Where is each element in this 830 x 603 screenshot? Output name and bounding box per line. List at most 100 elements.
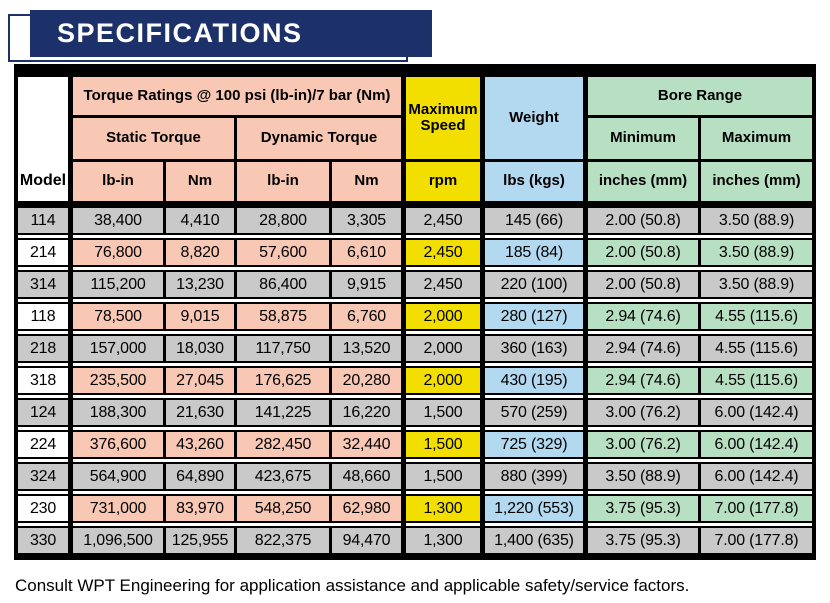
- cell-dynamic_lbin: 86,400: [234, 270, 329, 299]
- cell-static_lbin: 564,900: [68, 462, 163, 491]
- cell-model: 224: [18, 430, 68, 459]
- cell-bore_min: 2.94 (74.6): [583, 302, 698, 331]
- cell-static_nm: 13,230: [163, 270, 234, 299]
- cell-dynamic_nm: 6,610: [329, 238, 401, 267]
- cell-dynamic_nm: 3,305: [329, 206, 401, 235]
- header-dynamic-nm-unit: Nm: [329, 159, 401, 201]
- cell-dynamic_nm: 62,980: [329, 494, 401, 523]
- cell-model: 330: [18, 526, 68, 555]
- cell-dynamic_nm: 20,280: [329, 366, 401, 395]
- header-bore-minimum: Minimum: [583, 115, 698, 159]
- cell-bore_max: 6.00 (142.4): [698, 462, 812, 491]
- cell-dynamic_lbin: 117,750: [234, 334, 329, 363]
- cell-dynamic_nm: 6,760: [329, 302, 401, 331]
- cell-dynamic_lbin: 548,250: [234, 494, 329, 523]
- cell-model: 230: [18, 494, 68, 523]
- cell-bore_max: 4.55 (115.6): [698, 366, 812, 395]
- cell-static_lbin: 115,200: [68, 270, 163, 299]
- cell-weight: 185 (84): [480, 238, 583, 267]
- cell-rpm: 1,500: [401, 462, 480, 491]
- specifications-table: Model Torque Ratings @ 100 psi (lb-in)/7…: [14, 64, 816, 560]
- cell-dynamic_lbin: 423,675: [234, 462, 329, 491]
- cell-bore_min: 3.50 (88.9): [583, 462, 698, 491]
- cell-model: 318: [18, 366, 68, 395]
- cell-static_lbin: 76,800: [68, 238, 163, 267]
- cell-static_nm: 83,970: [163, 494, 234, 523]
- cell-bore_min: 3.75 (95.3): [583, 494, 698, 523]
- cell-static_lbin: 157,000: [68, 334, 163, 363]
- footer-note: Consult WPT Engineering for application …: [15, 576, 690, 595]
- cell-static_lbin: 38,400: [68, 206, 163, 235]
- cell-model: 124: [18, 398, 68, 427]
- cell-static_nm: 21,630: [163, 398, 234, 427]
- cell-model: 314: [18, 270, 68, 299]
- header-weight: Weight: [480, 77, 583, 159]
- cell-static_nm: 18,030: [163, 334, 234, 363]
- cell-model: 118: [18, 302, 68, 331]
- cell-bore_max: 3.50 (88.9): [698, 206, 812, 235]
- cell-rpm: 2,000: [401, 366, 480, 395]
- cell-dynamic_lbin: 28,800: [234, 206, 329, 235]
- cell-rpm: 2,000: [401, 334, 480, 363]
- cell-dynamic_lbin: 57,600: [234, 238, 329, 267]
- cell-static_lbin: 78,500: [68, 302, 163, 331]
- cell-rpm: 2,450: [401, 206, 480, 235]
- cell-weight: 1,400 (635): [480, 526, 583, 555]
- cell-bore_max: 6.00 (142.4): [698, 430, 812, 459]
- cell-rpm: 2,000: [401, 302, 480, 331]
- cell-model: 214: [18, 238, 68, 267]
- cell-bore_min: 3.00 (76.2): [583, 430, 698, 459]
- spec-table-body: 114 38,400 4,410 28,800 3,305 2,450 145 (66) 2.…: [18, 201, 812, 555]
- cell-dynamic_lbin: 141,225: [234, 398, 329, 427]
- cell-weight: 880 (399): [480, 462, 583, 491]
- cell-dynamic_nm: 48,660: [329, 462, 401, 491]
- cell-bore_min: 2.94 (74.6): [583, 366, 698, 395]
- cell-bore_max: 3.50 (88.9): [698, 270, 812, 299]
- cell-static_nm: 64,890: [163, 462, 234, 491]
- cell-static_lbin: 731,000: [68, 494, 163, 523]
- cell-weight: 430 (195): [480, 366, 583, 395]
- header-model: Model: [18, 77, 68, 201]
- cell-rpm: 1,500: [401, 430, 480, 459]
- cell-bore_max: 7.00 (177.8): [698, 494, 812, 523]
- cell-dynamic_lbin: 176,625: [234, 366, 329, 395]
- cell-rpm: 2,450: [401, 270, 480, 299]
- header-bore-min-unit: inches (mm): [583, 159, 698, 201]
- cell-bore_max: 7.00 (177.8): [698, 526, 812, 555]
- cell-weight: 725 (329): [480, 430, 583, 459]
- cell-rpm: 2,450: [401, 238, 480, 267]
- cell-bore_min: 3.00 (76.2): [583, 398, 698, 427]
- cell-bore_min: 3.75 (95.3): [583, 526, 698, 555]
- cell-dynamic_nm: 16,220: [329, 398, 401, 427]
- cell-dynamic_nm: 13,520: [329, 334, 401, 363]
- cell-dynamic_nm: 9,915: [329, 270, 401, 299]
- cell-weight: 570 (259): [480, 398, 583, 427]
- cell-static_lbin: 188,300: [68, 398, 163, 427]
- cell-weight: 280 (127): [480, 302, 583, 331]
- cell-bore_min: 2.00 (50.8): [583, 238, 698, 267]
- cell-dynamic_nm: 32,440: [329, 430, 401, 459]
- spec-table-header: Model Torque Ratings @ 100 psi (lb-in)/7…: [18, 77, 812, 201]
- cell-static_nm: 8,820: [163, 238, 234, 267]
- specifications-banner: SPECIFICATIONS: [30, 10, 432, 57]
- header-weight-unit: lbs (kgs): [480, 159, 583, 201]
- header-dynamic-torque: Dynamic Torque: [234, 115, 401, 159]
- cell-static_nm: 9,015: [163, 302, 234, 331]
- cell-dynamic_nm: 94,470: [329, 526, 401, 555]
- cell-model: 218: [18, 334, 68, 363]
- cell-static_lbin: 235,500: [68, 366, 163, 395]
- cell-dynamic_lbin: 58,875: [234, 302, 329, 331]
- header-rpm-unit: rpm: [401, 159, 480, 201]
- cell-bore_min: 2.00 (50.8): [583, 206, 698, 235]
- header-maximum-speed: Maximum Speed: [401, 77, 480, 159]
- cell-bore_max: 4.55 (115.6): [698, 334, 812, 363]
- cell-rpm: 1,300: [401, 494, 480, 523]
- cell-static_lbin: 376,600: [68, 430, 163, 459]
- cell-weight: 145 (66): [480, 206, 583, 235]
- header-bore-range-group: Bore Range: [583, 77, 812, 115]
- cell-rpm: 1,500: [401, 398, 480, 427]
- cell-static_nm: 125,955: [163, 526, 234, 555]
- cell-bore_min: 2.00 (50.8): [583, 270, 698, 299]
- header-dynamic-lbin-unit: lb-in: [234, 159, 329, 201]
